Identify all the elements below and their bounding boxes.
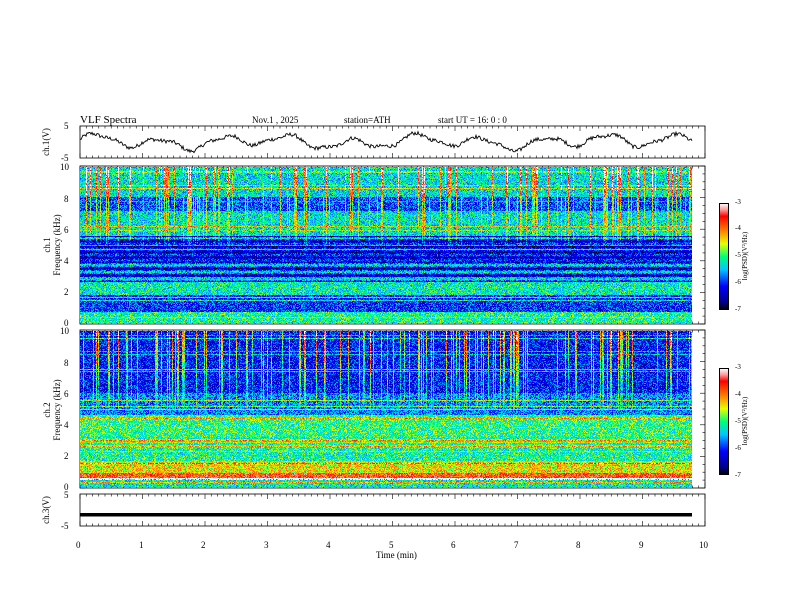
ch2-colorbar [719, 368, 729, 475]
ch1-ytick-0: 0 [64, 318, 69, 328]
ch1-spectrogram-image [80, 167, 692, 323]
ch1-ytick-2: 2 [64, 287, 69, 297]
ch1-colorbar [719, 203, 729, 310]
ch3-ytick-top: 5 [64, 490, 69, 500]
ch2-spectrogram-ylabel: ch.2 Frequency (kHz) [42, 370, 62, 450]
ch2-ytick-6: 6 [64, 389, 69, 399]
ch1-spectrogram-ylabel: ch.1 Frequency (kHz) [42, 205, 62, 285]
ch1-trace-path [79, 130, 693, 154]
cbar1-tick-m7: -7 [735, 305, 741, 313]
ch1-ytick-bottom: -5 [61, 153, 69, 163]
x-axis-label: Time (min) [376, 550, 417, 560]
ch1-frequency-label: Frequency (kHz) [52, 214, 62, 276]
date-label: Nov.1 , 2025 [252, 115, 299, 125]
xtick-10: 10 [699, 540, 708, 550]
ch1-ytick-6: 6 [64, 225, 69, 235]
xtick-7: 7 [514, 540, 519, 550]
xtick-4: 4 [326, 540, 331, 550]
ch3-ylabel: ch.3(V) [41, 496, 51, 524]
ch2-ytick-4: 4 [64, 420, 69, 430]
cbar1-tick-m4: -4 [735, 224, 741, 232]
station-label: station=ATH [344, 115, 391, 125]
xtick-2: 2 [201, 540, 206, 550]
ch2-spectrogram-image [80, 331, 692, 487]
cbar2-tick-m7: -7 [735, 471, 741, 479]
ch2-frequency-label: Frequency (kHz) [52, 379, 62, 441]
ch1-ytick-top: 5 [64, 121, 69, 131]
xtick-6: 6 [451, 540, 456, 550]
ch2-ytick-10: 10 [60, 326, 69, 336]
ch1-ytick-8: 8 [64, 194, 69, 204]
xtick-3: 3 [264, 540, 269, 550]
cbar2-tick-m3: -3 [735, 363, 741, 371]
start-ut-label: start UT = 16: 0 : 0 [438, 115, 507, 125]
cbar1-label: log(PSD)(V²/Hz) [741, 231, 749, 281]
cbar1-tick-m5: -5 [735, 251, 741, 259]
cbar2-tick-m4: -4 [735, 390, 741, 398]
ch1-ytick-10: 10 [60, 162, 69, 172]
cbar2-tick-m5: -5 [735, 417, 741, 425]
xtick-1: 1 [139, 540, 144, 550]
ch2-ytick-8: 8 [64, 358, 69, 368]
ch2-ytick-0: 0 [64, 482, 69, 492]
cbar1-tick-m6: -6 [735, 278, 741, 286]
xtick-8: 8 [576, 540, 581, 550]
ch2-channel-label: ch.2 [42, 402, 52, 418]
xtick-5: 5 [389, 540, 394, 550]
cbar2-tick-m6: -6 [735, 444, 741, 452]
chart-title: VLF Spectra [80, 114, 137, 126]
ch1-ylabel: ch.1(V) [41, 128, 51, 156]
xtick-9: 9 [639, 540, 644, 550]
ch1-ytick-4: 4 [64, 256, 69, 266]
ch1-waveform-trace [79, 130, 693, 154]
ch2-ytick-2: 2 [64, 451, 69, 461]
xtick-0: 0 [76, 540, 81, 550]
cbar1-tick-m3: -3 [735, 198, 741, 206]
cbar2-label: log(PSD)(V²/Hz) [741, 396, 749, 446]
ch3-ytick-bottom: -5 [61, 521, 69, 531]
ch1-channel-label: ch.1 [42, 237, 52, 253]
